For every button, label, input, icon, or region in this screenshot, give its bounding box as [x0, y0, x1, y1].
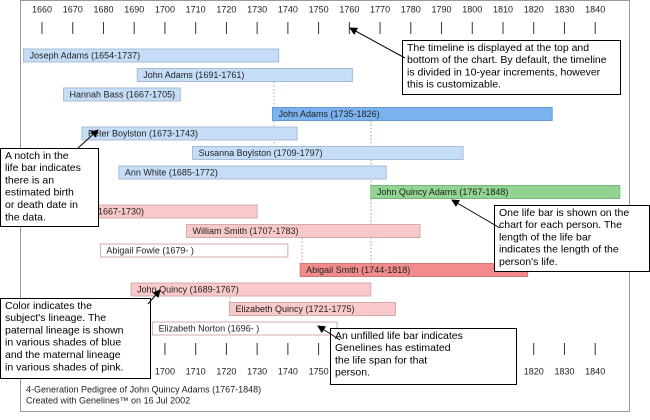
person-label: Peter Boylston (1673-1743) — [88, 128, 198, 138]
top-tick-label: 1790 — [432, 4, 452, 14]
annotation-arrow — [451, 199, 501, 229]
life-bar — [81, 126, 298, 141]
person-label: Elizabeth Norton (1696- ) — [159, 323, 260, 333]
footer-text: Created with Genelines™ on 16 Jul 2002 — [26, 395, 190, 405]
annotation-text: bottom of the chart. By default, the tim… — [407, 54, 607, 66]
annotation-text: subject's lineage. The — [5, 312, 106, 324]
footer-text: 4-Generation Pedigree of John Quincy Ada… — [26, 384, 261, 394]
top-tick-label: 1770 — [370, 4, 390, 14]
annotation-text: The timeline is displayed at the top and — [407, 42, 589, 54]
annotation-text: the data. — [5, 211, 46, 223]
top-tick-label: 1700 — [155, 4, 175, 14]
person-label: John Adams (1735-1826) — [279, 109, 380, 119]
annotation-text: and the maternal lineage — [5, 349, 121, 361]
annotation-text: One life bar is shown on the — [499, 207, 629, 219]
top-tick-label: 1690 — [124, 4, 144, 14]
top-tick-label: 1720 — [216, 4, 236, 14]
bottom-tick-label: 1740 — [278, 366, 298, 376]
annotation-box — [0, 298, 151, 379]
person-label: John Quincy (1689-1767) — [137, 284, 239, 294]
annotation-text: person's life. — [499, 256, 558, 268]
life-bar — [185, 224, 421, 238]
annotation-arrow — [77, 129, 99, 149]
annotation-text: person. — [335, 367, 370, 379]
annotation-arrow — [317, 325, 341, 341]
top-tick-label: 1810 — [493, 4, 513, 14]
annotation-text: estimated birth — [5, 187, 74, 199]
life-bar — [118, 165, 387, 180]
top-tick-label: 1800 — [462, 4, 482, 14]
annotation-box — [0, 148, 99, 227]
person-label: Hannah Bass (1667-1705) — [70, 89, 176, 99]
person-label: Ann White (1685-1772) — [125, 167, 218, 177]
life-bar — [23, 48, 280, 63]
top-tick-label: 1760 — [339, 4, 359, 14]
bottom-tick-label: 1720 — [216, 366, 236, 376]
bottom-tick-label: 1700 — [155, 366, 175, 376]
person-label: Joseph Adams (1654-1737) — [30, 50, 141, 60]
top-tick-label: 1820 — [524, 4, 544, 14]
annotation-text: this is customizable. — [407, 79, 501, 91]
annotation-text: length of the life bar — [499, 231, 592, 243]
life-bar — [130, 282, 372, 297]
top-tick-label: 1680 — [93, 4, 113, 14]
annotation-text: or death date in — [5, 199, 78, 211]
annotation-text: chart for each person. The — [499, 219, 622, 231]
top-tick-label: 1780 — [401, 4, 421, 14]
annotation-text: paternal lineage is shown — [5, 324, 124, 336]
annotation-text: the life span for that — [335, 354, 427, 366]
annotation-arrow — [349, 27, 406, 59]
annotation-box — [402, 40, 621, 95]
bottom-tick-label: 1750 — [309, 366, 329, 376]
annotation-text: life bar indicates — [5, 162, 81, 174]
life-bar — [99, 243, 289, 258]
person-label: Abigail Smith (1744-1818) — [306, 265, 410, 275]
annotation-text: Color indicates the — [5, 300, 92, 312]
top-tick-label: 1740 — [278, 4, 298, 14]
bottom-tick-label: 1830 — [554, 366, 574, 376]
top-tick-label: 1710 — [186, 4, 206, 14]
person-label: Susanna Boylston (1709-1797) — [199, 148, 323, 158]
top-tick-label: 1830 — [554, 4, 574, 14]
top-tick-label: 1730 — [247, 4, 267, 14]
annotation-text: there is an — [5, 174, 54, 186]
person-label: John Adams (1691-1761) — [143, 70, 244, 80]
person-label: John Quincy Adams (1767-1848) — [377, 187, 509, 197]
bottom-tick-label: 1730 — [247, 366, 267, 376]
annotation-box — [494, 205, 650, 272]
person-label: Smith (1667-1730) — [70, 206, 145, 216]
person-label: William Smith (1707-1783) — [192, 226, 298, 236]
top-tick-label: 1660 — [32, 4, 52, 14]
life-bar — [370, 185, 621, 199]
bottom-tick-label: 1840 — [585, 366, 605, 376]
life-bar — [272, 107, 553, 121]
annotation-text: in various shades of blue — [5, 337, 121, 349]
annotation-arrow — [147, 289, 161, 305]
annotation-text: Genelines has estimated — [335, 342, 451, 354]
top-tick-label: 1840 — [585, 4, 605, 14]
bottom-tick-label: 1820 — [524, 366, 544, 376]
annotation-text: An unfilled life bar indicates — [335, 330, 463, 342]
top-tick-label: 1750 — [309, 4, 329, 14]
person-label: Abigail Fowle (1679- ) — [106, 245, 194, 255]
life-bar — [136, 68, 353, 82]
annotation-text: indicates the length of the — [499, 244, 619, 256]
bottom-tick-label: 1710 — [186, 366, 206, 376]
annotation-text: is divided in 10-year increments, howeve… — [407, 66, 601, 78]
annotation-text: in various shades of pink. — [5, 361, 123, 373]
annotation-text: A notch in the — [5, 150, 69, 162]
life-bar — [63, 87, 181, 102]
life-bar — [192, 146, 464, 160]
top-tick-label: 1670 — [63, 4, 83, 14]
annotation-box — [330, 328, 517, 385]
person-label: Elizabeth Quincy (1721-1775) — [235, 304, 354, 314]
life-bar — [228, 302, 396, 316]
